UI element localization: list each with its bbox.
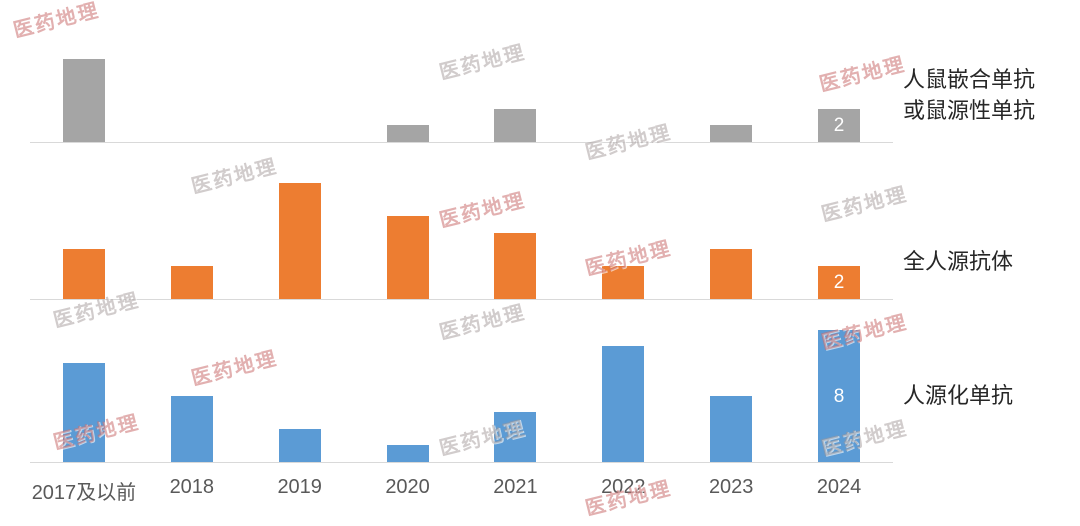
bar-humanized-2017及以前 xyxy=(62,363,105,462)
bar-slot-chimeric-or-murine-2019 xyxy=(246,0,354,142)
bar-slot-fully-human-2022 xyxy=(569,143,677,299)
x-axis-label: 2017及以前 xyxy=(31,482,137,504)
bar-slot-chimeric-or-murine-2018 xyxy=(138,0,246,142)
x-axis-label: 2019 xyxy=(277,476,322,498)
series-label-fully-human: 全人源抗体 xyxy=(903,246,1075,277)
x-axis-label: 2022 xyxy=(601,476,646,498)
series-label-line: 人鼠嵌合单抗 xyxy=(903,67,1036,92)
bar-fully-human-2024: 2 xyxy=(818,266,861,299)
bar-humanized-2023 xyxy=(710,396,753,462)
bar-slot-chimeric-or-murine-2024: 2 xyxy=(785,0,893,142)
panel-chimeric-or-murine: 2 人鼠嵌合单抗 或鼠源性单抗 xyxy=(0,0,1080,143)
bar-chimeric-or-murine-2024: 2 xyxy=(818,109,861,142)
panel-humanized: 8 人源化单抗 xyxy=(0,300,1080,463)
bar-slot-chimeric-or-murine-2023 xyxy=(677,0,785,142)
bar-chimeric-or-murine-2020 xyxy=(386,125,429,142)
bar-fully-human-2017及以前 xyxy=(62,249,105,299)
series-label-line: 全人源抗体 xyxy=(903,249,1014,274)
bar-slot-humanized-2021 xyxy=(462,300,570,462)
bar-slot-chimeric-or-murine-2022 xyxy=(569,0,677,142)
bar-slot-fully-human-2018 xyxy=(138,143,246,299)
panel-fully-human: 2 全人源抗体 xyxy=(0,143,1080,300)
series-label-line: 或鼠源性单抗 xyxy=(903,98,1036,123)
bar-slot-chimeric-or-murine-2017及以前 xyxy=(30,0,138,142)
bar-data-label: 2 xyxy=(833,115,845,136)
bar-slot-humanized-2022 xyxy=(569,300,677,462)
bar-humanized-2021 xyxy=(494,412,537,462)
bar-fully-human-2022 xyxy=(602,266,645,299)
plot-area-chimeric: 2 xyxy=(30,0,893,143)
x-axis-label: 2018 xyxy=(169,476,215,498)
bar-chimeric-or-murine-2021 xyxy=(494,109,537,142)
series-label-humanized: 人源化单抗 xyxy=(903,380,1075,411)
bar-humanized-2022 xyxy=(602,346,645,462)
bar-chimeric-or-murine-2017及以前 xyxy=(62,59,105,142)
bar-slot-fully-human-2021 xyxy=(462,143,570,299)
bar-slot-humanized-2017及以前 xyxy=(30,300,138,462)
x-axis-label: 2024 xyxy=(816,476,862,498)
plot-area-humanized: 8 xyxy=(30,300,893,463)
x-axis-label: 2020 xyxy=(385,476,430,498)
bar-fully-human-2018 xyxy=(170,266,213,299)
bar-slot-humanized-2020 xyxy=(354,300,462,462)
series-label-chimeric-or-murine: 人鼠嵌合单抗 或鼠源性单抗 xyxy=(903,64,1075,126)
bar-slot-fully-human-2023 xyxy=(677,143,785,299)
bar-slot-chimeric-or-murine-2020 xyxy=(354,0,462,142)
series-label-line: 人源化单抗 xyxy=(903,383,1014,408)
bar-slot-humanized-2023 xyxy=(677,300,785,462)
bar-slot-fully-human-2024: 2 xyxy=(785,143,893,299)
bar-fully-human-2021 xyxy=(494,233,537,299)
bar-slot-humanized-2019 xyxy=(246,300,354,462)
bar-data-label: 8 xyxy=(833,385,845,407)
bar-slot-fully-human-2017及以前 xyxy=(30,143,138,299)
bar-fully-human-2023 xyxy=(710,249,753,299)
bar-fully-human-2020 xyxy=(386,216,429,299)
bar-slot-humanized-2024: 8 xyxy=(785,300,893,462)
bar-slot-fully-human-2019 xyxy=(246,143,354,299)
x-axis: 2017及以前 2018 2019 2020 2021 2022 2023 2024 xyxy=(30,463,893,526)
bar-chimeric-or-murine-2023 xyxy=(710,125,753,142)
plot-area-fully-human: 2 xyxy=(30,143,893,300)
bar-humanized-2020 xyxy=(386,445,429,462)
x-axis-label: 2023 xyxy=(708,476,754,498)
x-axis-label: 2021 xyxy=(493,476,538,498)
bar-slot-humanized-2018 xyxy=(138,300,246,462)
bar-data-label: 2 xyxy=(833,272,845,293)
bar-slot-chimeric-or-murine-2021 xyxy=(462,0,570,142)
bar-humanized-2024: 8 xyxy=(818,330,861,462)
bar-slot-fully-human-2020 xyxy=(354,143,462,299)
bar-humanized-2019 xyxy=(278,429,321,462)
bar-fully-human-2019 xyxy=(278,183,321,299)
bar-humanized-2018 xyxy=(170,396,213,462)
